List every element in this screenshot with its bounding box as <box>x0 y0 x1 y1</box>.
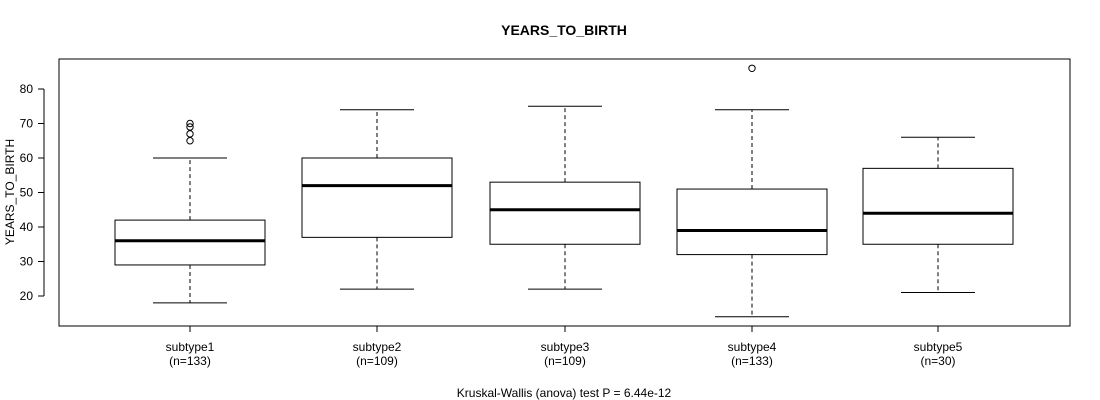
x-tick-n-label: (n=133) <box>169 354 211 368</box>
y-axis: 20 30 40 50 60 70 80 <box>20 82 45 303</box>
iqr-box <box>301 157 453 238</box>
x-tick-label: subtype1 <box>166 340 215 354</box>
iqr-box <box>114 219 266 266</box>
box-group-subtype2: subtype2(n=109) <box>301 109 453 368</box>
box-group-subtype4: subtype4(n=133) <box>676 64 828 368</box>
y-tick-label: 80 <box>20 82 34 96</box>
box-group-subtype3: subtype3(n=109) <box>489 105 641 368</box>
y-tick-label: 40 <box>20 220 34 234</box>
boxes-layer: subtype1(n=133)subtype2(n=109)subtype3(n… <box>114 64 1014 368</box>
outlier-point <box>186 119 194 128</box>
y-tick-label: 30 <box>20 255 34 269</box>
x-tick-label: subtype2 <box>353 340 402 354</box>
outlier-point <box>186 123 194 131</box>
test-statistic-footer: Kruskal-Wallis (anova) test P = 6.44e-12 <box>457 386 672 400</box>
y-tick-label: 70 <box>20 117 34 131</box>
x-tick-label: subtype4 <box>728 340 777 354</box>
box-group-subtype1: subtype1(n=133) <box>114 119 266 368</box>
x-tick-n-label: (n=109) <box>544 354 586 368</box>
iqr-box <box>862 167 1014 245</box>
iqr-box <box>489 181 641 245</box>
y-tick-label: 60 <box>20 151 34 165</box>
box-group-subtype5: subtype5(n=30) <box>862 136 1014 368</box>
y-axis-label: YEARS_TO_BIRTH <box>3 139 17 245</box>
x-tick-label: subtype5 <box>914 340 963 354</box>
x-tick-n-label: (n=109) <box>356 354 398 368</box>
outlier-point <box>186 137 194 145</box>
y-tick-label: 20 <box>20 289 34 303</box>
x-tick-n-label: (n=30) <box>920 354 955 368</box>
outlier-point <box>748 64 756 73</box>
y-tick-label: 50 <box>20 186 34 200</box>
x-tick-n-label: (n=133) <box>731 354 773 368</box>
iqr-box <box>676 188 828 256</box>
chart-title: YEARS_TO_BIRTH <box>501 22 627 38</box>
x-tick-label: subtype3 <box>541 340 590 354</box>
outlier-point <box>186 130 194 138</box>
